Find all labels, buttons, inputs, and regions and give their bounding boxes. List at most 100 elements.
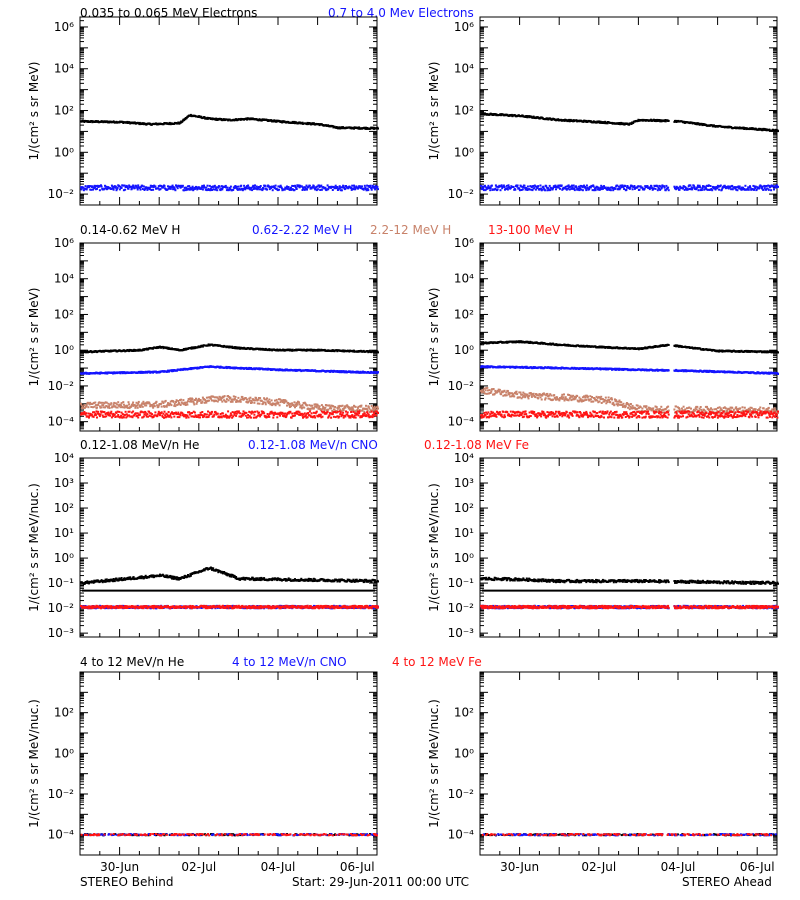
data-point (95, 410, 98, 413)
data-point (279, 411, 282, 414)
data-point (277, 401, 280, 404)
data-point (128, 350, 131, 353)
data-point (349, 416, 352, 419)
data-point (125, 416, 128, 419)
data-point (376, 185, 379, 188)
data-point (303, 406, 306, 409)
data-point (148, 402, 151, 405)
y-tick-label: 10⁶ (454, 20, 474, 34)
data-point (245, 366, 248, 369)
data-point (108, 413, 111, 416)
data-point (103, 187, 106, 190)
data-point (131, 403, 134, 406)
data-point (107, 402, 110, 405)
data-point (188, 398, 191, 400)
data-point (189, 399, 192, 402)
data-point (362, 414, 365, 417)
data-point (294, 414, 296, 417)
data-point (351, 406, 354, 409)
data-point (165, 405, 168, 408)
data-point (160, 405, 163, 408)
data-point (203, 116, 206, 119)
data-point (552, 187, 555, 190)
data-point (157, 412, 160, 415)
data-point (170, 416, 173, 419)
y-tick-label: 10⁶ (454, 236, 474, 250)
data-point (282, 401, 284, 404)
data-point (659, 120, 662, 123)
data-point (109, 412, 112, 414)
data-point (528, 188, 531, 191)
data-point (305, 416, 308, 419)
data-point (765, 188, 767, 191)
data-point (227, 410, 230, 413)
data-point (730, 188, 733, 191)
data-point (584, 185, 587, 188)
data-point (110, 416, 113, 419)
data-point (117, 414, 120, 416)
data-point (308, 414, 311, 417)
data-point (603, 122, 606, 125)
data-point (142, 411, 145, 414)
data-point (288, 404, 291, 407)
data-point (176, 185, 179, 188)
data-point (268, 348, 271, 351)
data-point (80, 402, 82, 405)
data-point (113, 185, 116, 188)
data-point (157, 406, 160, 408)
data-point (92, 188, 94, 191)
data-point (735, 188, 738, 191)
data-point (87, 412, 90, 415)
data-point (133, 348, 136, 351)
data-point (125, 184, 128, 187)
data-point (139, 370, 142, 373)
data-point (342, 409, 345, 412)
data-point (304, 414, 307, 417)
data-point (93, 184, 96, 187)
data-point (548, 184, 551, 187)
data-point (620, 121, 623, 124)
data-point (231, 416, 234, 419)
data-point (127, 401, 130, 404)
data-point (161, 186, 164, 189)
data-point (531, 189, 534, 192)
data-point (364, 186, 367, 189)
data-point (302, 187, 305, 190)
data-point (266, 397, 268, 400)
data-point (516, 185, 519, 188)
data-point (190, 188, 193, 191)
data-point (532, 115, 535, 118)
data-point (267, 402, 270, 405)
y-tick-label: 10⁻² (48, 187, 75, 201)
data-point (225, 400, 228, 403)
y-tick-label: 10⁴ (54, 62, 74, 76)
data-point (295, 188, 298, 190)
data-point (187, 185, 189, 188)
data-point (758, 187, 761, 190)
data-point (247, 184, 250, 187)
data-point (775, 184, 778, 187)
data-point (305, 349, 308, 352)
data-point (679, 185, 682, 188)
data-point (626, 185, 629, 187)
data-point (288, 406, 291, 408)
data-point (748, 186, 751, 189)
data-point (173, 404, 176, 407)
data-point (110, 410, 113, 413)
data-point (568, 186, 571, 189)
data-point (244, 188, 247, 191)
data-point (104, 413, 107, 415)
data-point (247, 368, 250, 370)
data-point (287, 186, 290, 189)
data-point (96, 406, 98, 409)
data-point (306, 121, 309, 124)
data-point (342, 411, 345, 414)
data-point (296, 184, 299, 187)
data-point (119, 416, 122, 419)
data-point (119, 185, 122, 188)
data-point (156, 414, 159, 417)
data-point (521, 185, 524, 188)
data-point (727, 187, 730, 190)
